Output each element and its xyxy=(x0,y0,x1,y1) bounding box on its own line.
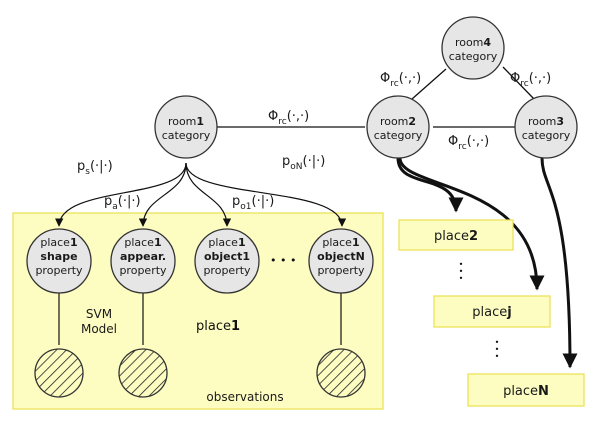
phi-room4-room3: Φrc(·,·) xyxy=(510,71,551,89)
svg-text:•: • xyxy=(495,345,500,354)
svg-text:place1: place1 xyxy=(322,236,359,249)
svg-text:shape: shape xyxy=(40,250,77,263)
svg-text:category: category xyxy=(162,129,211,142)
observation-shape xyxy=(34,348,84,398)
svg-text:object1: object1 xyxy=(204,250,250,263)
ellipsis-horizontal: • • • xyxy=(270,254,296,267)
observation-objectN xyxy=(316,348,366,398)
edge-room2-placej xyxy=(398,157,545,291)
svg-text:•: • xyxy=(495,338,500,347)
observation-appear xyxy=(118,348,168,398)
svg-text:•: • xyxy=(459,274,464,283)
edge-room1-objectN xyxy=(185,162,347,227)
svg-text:place2: place2 xyxy=(434,229,478,244)
place1-panel-label: place1 xyxy=(196,319,240,334)
svg-text:place1: place1 xyxy=(124,236,161,249)
svg-text:room4: room4 xyxy=(455,36,491,49)
room3-node: room3 category xyxy=(514,95,578,159)
svg-text:property: property xyxy=(317,264,365,277)
svg-text:place1: place1 xyxy=(40,236,77,249)
edge-room1-shape xyxy=(55,162,187,227)
phi-room1-room2: Φrc(·,·) xyxy=(268,109,309,127)
label-pa: pa(·|·) xyxy=(104,194,141,212)
property-shape-node: place1 shape property xyxy=(26,228,92,294)
label-po1: po1(·|·) xyxy=(232,194,274,212)
svg-text:•: • xyxy=(459,267,464,276)
placej-box: placej xyxy=(433,295,551,328)
ellipsis-vertical-2: • • • xyxy=(495,338,500,361)
svg-text:place1: place1 xyxy=(208,236,245,249)
ellipsis-vertical-1: • • • xyxy=(459,260,464,283)
svg-text:property: property xyxy=(203,264,251,277)
room4-node: room4 category xyxy=(441,16,505,80)
observations-label: observations xyxy=(206,390,283,404)
svg-text:appear.: appear. xyxy=(120,250,166,263)
label-poN: poN(·|·) xyxy=(282,154,325,172)
placeN-box: placeN xyxy=(467,373,585,407)
edge-room4-room3 xyxy=(502,66,536,101)
svg-text:room3: room3 xyxy=(528,115,564,128)
phi-room2-room4: Φrc(·,·) xyxy=(380,71,421,89)
svg-text:category: category xyxy=(449,50,498,63)
phi-room2-room3: Φrc(·,·) xyxy=(448,134,489,152)
svm-model-label: SVM xyxy=(86,307,112,321)
svg-text:room1: room1 xyxy=(168,115,204,128)
place2-box: place2 xyxy=(398,219,514,251)
edge-room1-appear xyxy=(138,162,187,227)
edge-room2-place2 xyxy=(396,157,464,213)
svg-text:placej: placej xyxy=(472,305,511,320)
svg-text:category: category xyxy=(522,129,571,142)
svg-text:objectN: objectN xyxy=(317,250,365,263)
svg-text:•: • xyxy=(495,352,500,361)
svg-text:•: • xyxy=(459,260,464,269)
edge-room3-placeN xyxy=(540,157,578,369)
svg-text:room2: room2 xyxy=(380,115,416,128)
property-objectN-node: place1 objectN property xyxy=(308,228,374,294)
svg-text:property: property xyxy=(35,264,83,277)
property-appear-node: place1 appear. property xyxy=(110,228,176,294)
svm-model-label-2: Model xyxy=(81,322,117,336)
edge-room1-object1 xyxy=(185,162,232,227)
svg-text:category: category xyxy=(374,129,423,142)
room1-node: room1 category xyxy=(154,95,218,159)
edge-room2-room4 xyxy=(411,68,447,100)
svg-text:property: property xyxy=(119,264,167,277)
room2-node: room2 category xyxy=(366,95,430,159)
label-ps: ps(·|·) xyxy=(77,159,113,177)
property-object1-node: place1 object1 property xyxy=(194,228,260,294)
svg-text:placeN: placeN xyxy=(503,384,549,399)
